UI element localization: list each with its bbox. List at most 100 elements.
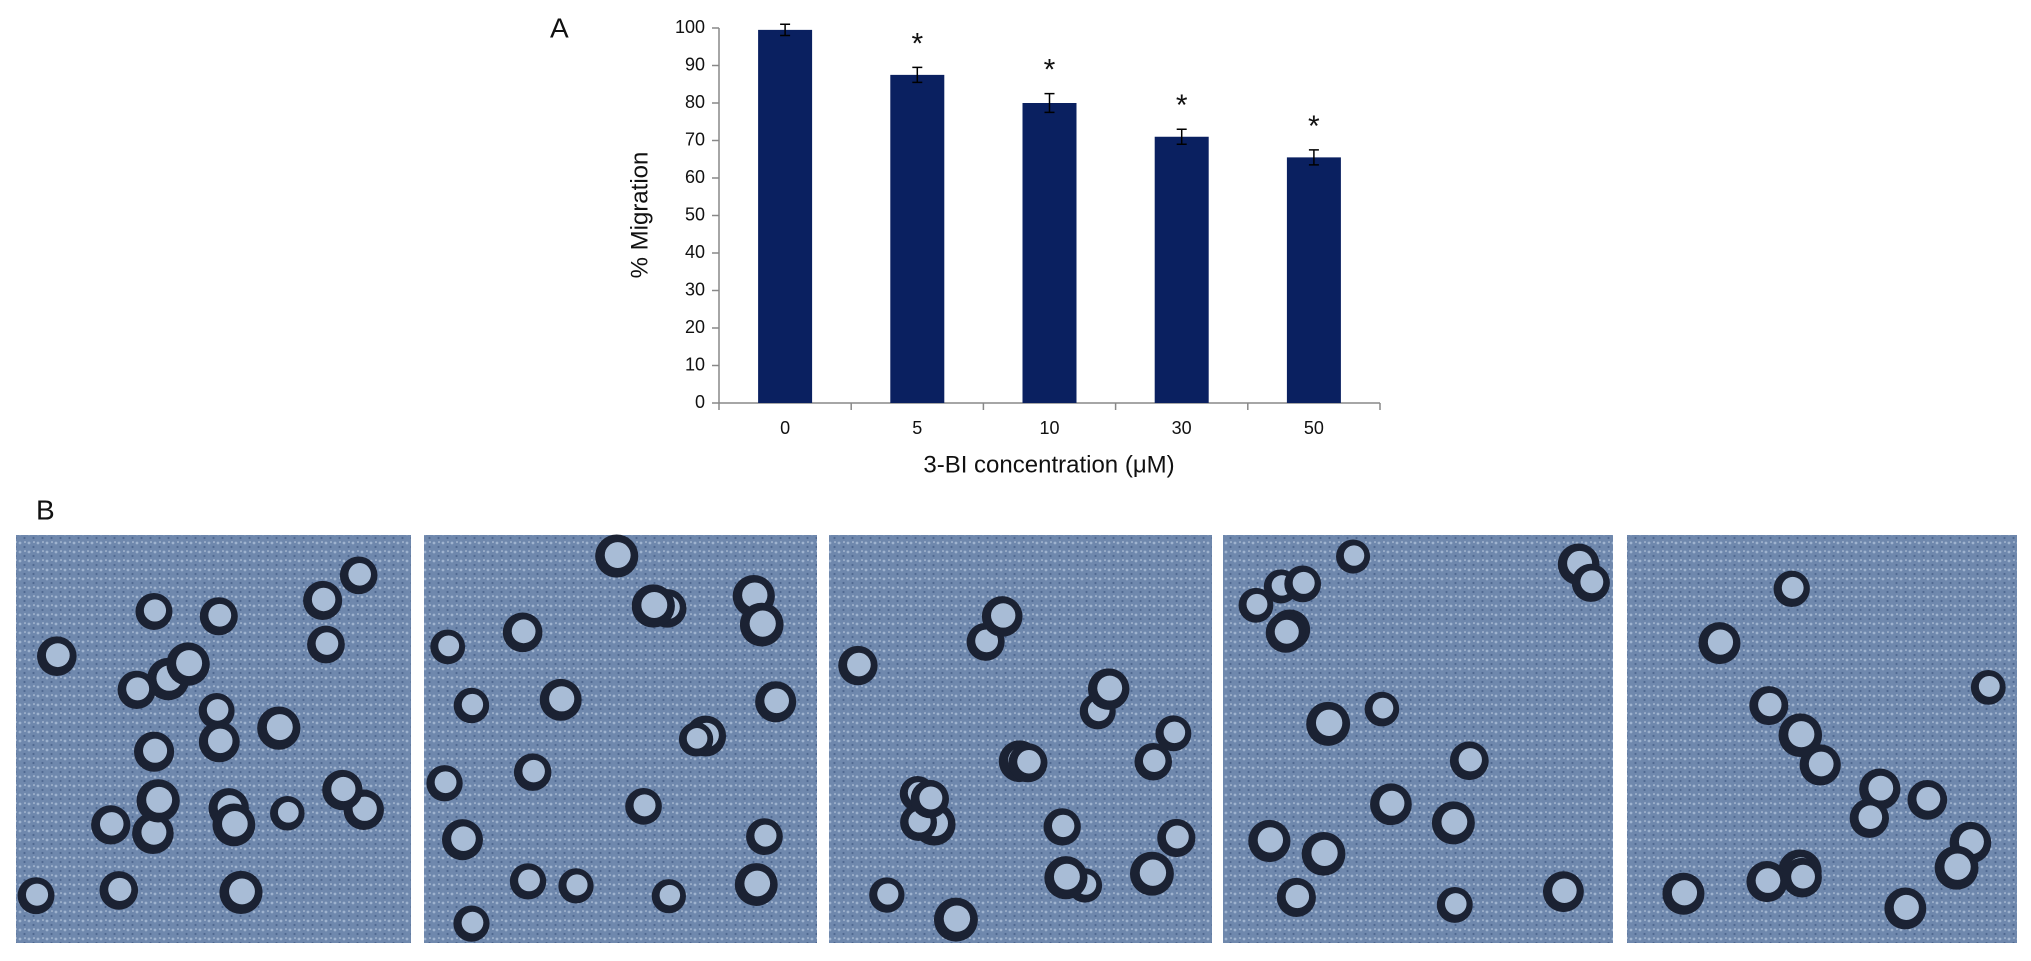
cell-center	[744, 870, 771, 897]
cell-center	[1707, 629, 1734, 655]
cell-center	[222, 810, 248, 837]
bar	[758, 29, 813, 403]
cell-center	[1755, 868, 1781, 893]
cell-center	[1868, 775, 1894, 801]
cell-center	[1788, 721, 1815, 748]
micrograph	[16, 535, 411, 943]
cell-center	[208, 603, 232, 627]
cell-center	[315, 632, 339, 655]
cell-center	[126, 677, 150, 701]
cell-center	[1274, 619, 1299, 644]
cell-center	[266, 714, 293, 741]
cell-center	[511, 619, 536, 644]
cell-center	[146, 786, 173, 813]
cell-center	[1552, 878, 1577, 903]
y-tick-label: 50	[685, 204, 705, 224]
cell-center	[1671, 880, 1698, 906]
cell-center	[1292, 571, 1315, 594]
cell-center	[549, 686, 575, 712]
cell-center	[1458, 748, 1482, 772]
cell-center	[1017, 750, 1041, 774]
cell-center	[742, 582, 768, 608]
cell-center	[1781, 576, 1804, 599]
cell-center	[1858, 805, 1883, 830]
x-tick-label: 50	[1304, 418, 1324, 438]
x-tick-label: 0	[780, 418, 790, 438]
cell-center	[1372, 697, 1394, 719]
cell-center	[461, 911, 484, 934]
cell-center	[641, 592, 668, 618]
y-tick-label: 20	[685, 317, 705, 337]
cell-center	[1758, 692, 1782, 717]
cell-center	[1315, 709, 1343, 737]
cell-center	[45, 643, 70, 668]
cell-center	[1257, 827, 1284, 853]
cell-center	[1580, 570, 1604, 594]
cell-center	[1944, 853, 1971, 880]
cell-center	[108, 877, 132, 901]
cell-center	[1444, 893, 1467, 915]
cell-center	[749, 610, 776, 637]
y-tick-label: 40	[685, 242, 705, 262]
cell-center	[1285, 884, 1310, 909]
cell-center	[1978, 675, 2000, 697]
x-tick-label: 10	[1039, 418, 1059, 438]
micrograph	[1627, 535, 2017, 943]
cell-center	[1893, 894, 1919, 920]
micrograph-row	[16, 534, 2017, 943]
cell-center	[659, 884, 681, 906]
y-tick-label: 10	[685, 354, 705, 374]
cell-center	[438, 635, 460, 657]
cell-center	[943, 905, 971, 932]
x-tick-label: 5	[912, 418, 922, 438]
cell-center	[1916, 786, 1941, 811]
error-bar	[1176, 128, 1187, 145]
cell-center	[141, 819, 167, 845]
y-tick-label: 80	[685, 92, 705, 112]
cell-center	[206, 699, 229, 721]
cell-center	[919, 786, 943, 810]
cell-center	[754, 824, 777, 847]
bar	[1022, 103, 1077, 403]
cell-center	[1379, 790, 1405, 816]
cell-center	[1142, 749, 1166, 773]
cell-center	[1343, 545, 1365, 566]
error-bar	[1044, 92, 1055, 114]
cell-center	[633, 794, 656, 817]
x-tick-label: 30	[1172, 418, 1192, 438]
significance-mark: *	[1044, 54, 1056, 87]
bar	[1286, 157, 1341, 403]
cell-center	[975, 629, 999, 653]
cell-center	[1791, 864, 1815, 889]
cell-center	[352, 796, 377, 821]
cell-center	[518, 869, 540, 892]
cell-center	[143, 599, 167, 622]
micrograph	[1223, 535, 1613, 943]
cell-center	[277, 801, 299, 823]
cell-center	[434, 771, 457, 794]
cell-center	[176, 650, 203, 677]
significance-mark: *	[1308, 110, 1320, 143]
cell-center	[522, 759, 545, 783]
cell-center	[143, 738, 168, 763]
cell-center	[1139, 859, 1167, 886]
cell-center	[1246, 593, 1268, 615]
cell-center	[451, 826, 476, 851]
y-tick-label: 100	[675, 17, 705, 37]
cell-center	[764, 688, 789, 714]
significance-mark: *	[1176, 89, 1188, 122]
cell-center	[311, 587, 336, 612]
y-axis-label: % Migration	[626, 152, 653, 279]
cell-center	[604, 542, 631, 569]
error-bar	[780, 23, 791, 37]
y-tick-label: 30	[685, 279, 705, 299]
cell-center	[1051, 814, 1075, 838]
cell-center	[25, 883, 49, 906]
error-bar	[1308, 149, 1319, 166]
cell-center	[1165, 825, 1189, 849]
bar	[890, 74, 945, 403]
y-tick-label: 60	[685, 167, 705, 187]
x-axis-label: 3-BI concentration (μM)	[923, 451, 1174, 478]
bar	[1154, 136, 1209, 403]
